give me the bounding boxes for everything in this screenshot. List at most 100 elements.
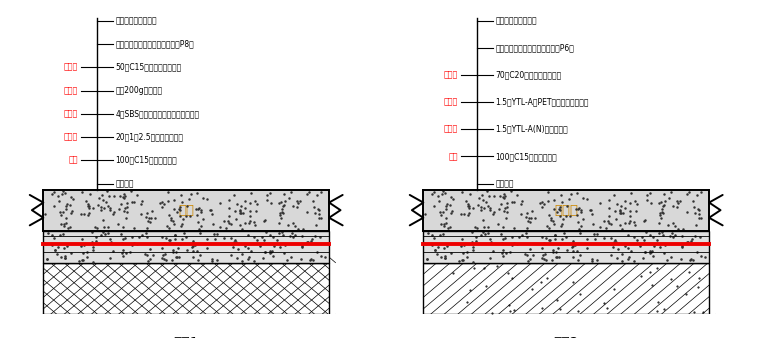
Point [62, 225, 74, 230]
Point [606, 221, 618, 226]
Point [558, 230, 570, 236]
Point [549, 255, 562, 260]
Point [500, 215, 512, 221]
Point [285, 254, 297, 260]
Point [156, 256, 168, 261]
Point [283, 234, 296, 239]
Point [694, 234, 706, 240]
Point [201, 245, 214, 250]
Point [665, 189, 677, 195]
Point [233, 211, 245, 216]
Point [444, 224, 456, 230]
Point [467, 244, 479, 250]
Point [511, 192, 523, 198]
Point [653, 231, 665, 236]
Point [497, 254, 509, 259]
Point [610, 240, 622, 245]
Point [644, 190, 657, 195]
Point [187, 239, 199, 244]
Point [125, 200, 138, 205]
Point [523, 215, 535, 221]
Point [428, 189, 440, 195]
Point [477, 198, 489, 203]
Point [118, 195, 130, 201]
Point [504, 249, 516, 254]
Point [591, 232, 603, 237]
Point [516, 198, 528, 203]
Point [594, 200, 606, 206]
Point [571, 190, 583, 195]
Point [163, 237, 175, 242]
Point [236, 226, 249, 232]
Point [226, 221, 238, 226]
Point [536, 204, 548, 210]
Point [556, 236, 568, 242]
Point [46, 232, 58, 238]
Point [586, 256, 598, 261]
Point [499, 236, 511, 241]
Point [645, 249, 657, 255]
Point [540, 223, 553, 229]
Point [192, 258, 204, 263]
Point [496, 241, 508, 246]
Point [663, 234, 676, 239]
Point [141, 214, 153, 219]
Point [667, 234, 679, 239]
Point [82, 203, 94, 209]
Point [156, 234, 168, 240]
Point [441, 201, 453, 207]
Point [309, 211, 321, 216]
Point [646, 248, 658, 253]
Point [190, 206, 202, 212]
Point [676, 241, 688, 246]
Point [144, 215, 157, 221]
Point [234, 209, 246, 214]
Point [506, 234, 518, 239]
Point [232, 246, 244, 252]
Point [515, 212, 527, 217]
Point [655, 216, 667, 221]
Point [54, 232, 66, 238]
Point [87, 247, 99, 252]
Point [106, 240, 118, 245]
Point [169, 237, 181, 242]
Point [524, 215, 537, 221]
Point [605, 236, 617, 241]
Point [608, 239, 620, 245]
Point [572, 206, 584, 211]
Point [680, 239, 692, 245]
Point [573, 226, 585, 232]
Point [477, 225, 489, 230]
Point [672, 226, 684, 232]
Point [278, 192, 290, 197]
Point [484, 237, 496, 242]
Point [157, 256, 169, 261]
Point [448, 196, 460, 202]
Point [572, 213, 584, 218]
Point [639, 217, 651, 222]
Point [55, 221, 68, 226]
Point [493, 193, 505, 199]
Point [566, 248, 578, 254]
Point [97, 217, 109, 222]
Point [537, 201, 549, 207]
Point [113, 193, 125, 199]
Point [442, 225, 454, 230]
Point [144, 246, 157, 251]
Point [81, 249, 93, 255]
Point [277, 250, 290, 256]
Point [484, 205, 496, 210]
Point [268, 243, 280, 248]
Point [461, 249, 473, 255]
Point [605, 252, 617, 258]
Point [429, 247, 441, 253]
Point [177, 216, 189, 222]
Point [89, 224, 101, 230]
Point [567, 243, 579, 249]
Point [296, 244, 308, 249]
Point [291, 198, 303, 204]
Point [549, 249, 562, 255]
Point [536, 256, 548, 261]
Text: 50厚C15细石混凝土保护层: 50厚C15细石混凝土保护层 [116, 63, 182, 72]
Point [546, 247, 559, 253]
